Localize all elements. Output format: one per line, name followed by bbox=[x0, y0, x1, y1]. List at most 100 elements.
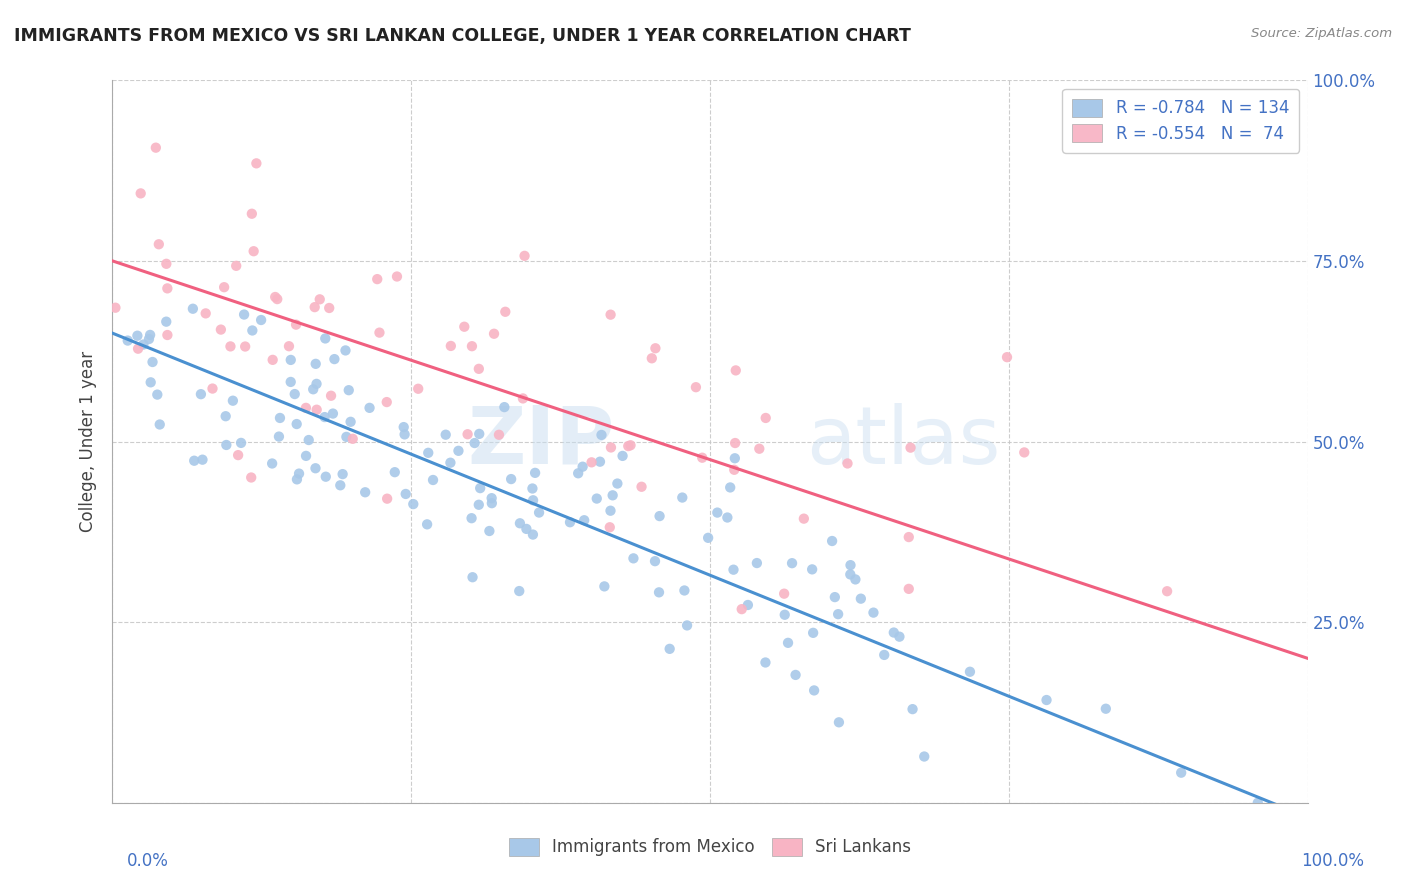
Point bbox=[267, 429, 290, 443]
Point bbox=[630, 480, 652, 494]
Point bbox=[464, 436, 486, 450]
Point bbox=[1156, 584, 1178, 599]
Point bbox=[737, 598, 759, 612]
Point bbox=[748, 442, 770, 456]
Point bbox=[558, 515, 581, 529]
Point bbox=[581, 455, 603, 469]
Point bbox=[359, 401, 381, 415]
Point bbox=[318, 301, 340, 315]
Point bbox=[266, 292, 288, 306]
Point bbox=[522, 493, 544, 508]
Point bbox=[901, 702, 924, 716]
Point bbox=[183, 454, 205, 468]
Point bbox=[139, 376, 162, 390]
Point bbox=[262, 352, 284, 367]
Point bbox=[821, 534, 844, 549]
Point bbox=[803, 683, 825, 698]
Point bbox=[773, 587, 796, 601]
Point bbox=[612, 449, 634, 463]
Point bbox=[509, 516, 531, 531]
Point bbox=[368, 326, 391, 340]
Point bbox=[839, 567, 862, 582]
Point bbox=[215, 409, 238, 424]
Point bbox=[589, 455, 612, 469]
Point bbox=[723, 563, 745, 577]
Point bbox=[745, 556, 768, 570]
Point bbox=[593, 579, 616, 593]
Point bbox=[512, 392, 534, 406]
Point bbox=[724, 451, 747, 466]
Point bbox=[453, 319, 475, 334]
Point bbox=[827, 607, 849, 622]
Point bbox=[295, 401, 318, 415]
Point bbox=[384, 465, 406, 479]
Point bbox=[222, 393, 245, 408]
Point bbox=[482, 326, 505, 341]
Point bbox=[606, 476, 628, 491]
Y-axis label: College, Under 1 year: College, Under 1 year bbox=[79, 351, 97, 533]
Point bbox=[617, 439, 640, 453]
Point bbox=[212, 280, 235, 294]
Point bbox=[240, 470, 263, 484]
Point bbox=[801, 625, 824, 640]
Point bbox=[1247, 796, 1270, 810]
Point bbox=[585, 491, 607, 506]
Point bbox=[354, 485, 377, 500]
Point bbox=[308, 293, 330, 307]
Point bbox=[671, 491, 693, 505]
Point bbox=[461, 570, 484, 584]
Point bbox=[385, 269, 408, 284]
Point bbox=[460, 511, 482, 525]
Point bbox=[139, 327, 162, 342]
Point bbox=[641, 351, 664, 366]
Point bbox=[900, 441, 922, 455]
Point bbox=[416, 517, 439, 532]
Point bbox=[731, 602, 754, 616]
Point bbox=[240, 323, 263, 337]
Point bbox=[828, 715, 851, 730]
Point bbox=[190, 387, 212, 401]
Point bbox=[718, 480, 741, 494]
Point bbox=[148, 237, 170, 252]
Point bbox=[314, 331, 336, 345]
Point bbox=[959, 665, 981, 679]
Point bbox=[481, 491, 503, 505]
Point bbox=[447, 443, 470, 458]
Point bbox=[129, 186, 152, 201]
Text: Source: ZipAtlas.com: Source: ZipAtlas.com bbox=[1251, 27, 1392, 40]
Point bbox=[337, 383, 360, 397]
Point bbox=[685, 380, 707, 394]
Point bbox=[457, 427, 479, 442]
Point bbox=[284, 387, 307, 401]
Point bbox=[302, 382, 325, 396]
Point bbox=[315, 469, 337, 483]
Point bbox=[599, 504, 621, 518]
Point bbox=[508, 584, 530, 599]
Point bbox=[305, 357, 328, 371]
Point bbox=[285, 318, 308, 332]
Point bbox=[849, 591, 872, 606]
Point bbox=[697, 531, 720, 545]
Point bbox=[295, 449, 318, 463]
Point bbox=[574, 513, 596, 527]
Legend: Immigrants from Mexico, Sri Lankans: Immigrants from Mexico, Sri Lankans bbox=[502, 831, 918, 863]
Point bbox=[522, 527, 544, 541]
Point bbox=[155, 257, 177, 271]
Point bbox=[298, 433, 321, 447]
Point bbox=[1095, 702, 1118, 716]
Point bbox=[240, 207, 263, 221]
Point bbox=[242, 244, 264, 259]
Point bbox=[375, 395, 398, 409]
Point bbox=[395, 487, 418, 501]
Text: IMMIGRANTS FROM MEXICO VS SRI LANKAN COLLEGE, UNDER 1 YEAR CORRELATION CHART: IMMIGRANTS FROM MEXICO VS SRI LANKAN COL… bbox=[14, 27, 911, 45]
Point bbox=[513, 249, 536, 263]
Point bbox=[314, 410, 336, 425]
Point bbox=[470, 481, 492, 495]
Point bbox=[406, 382, 429, 396]
Point bbox=[690, 450, 713, 465]
Point bbox=[785, 668, 807, 682]
Point bbox=[724, 363, 747, 377]
Point bbox=[591, 428, 613, 442]
Point bbox=[724, 436, 747, 450]
Point bbox=[215, 438, 238, 452]
